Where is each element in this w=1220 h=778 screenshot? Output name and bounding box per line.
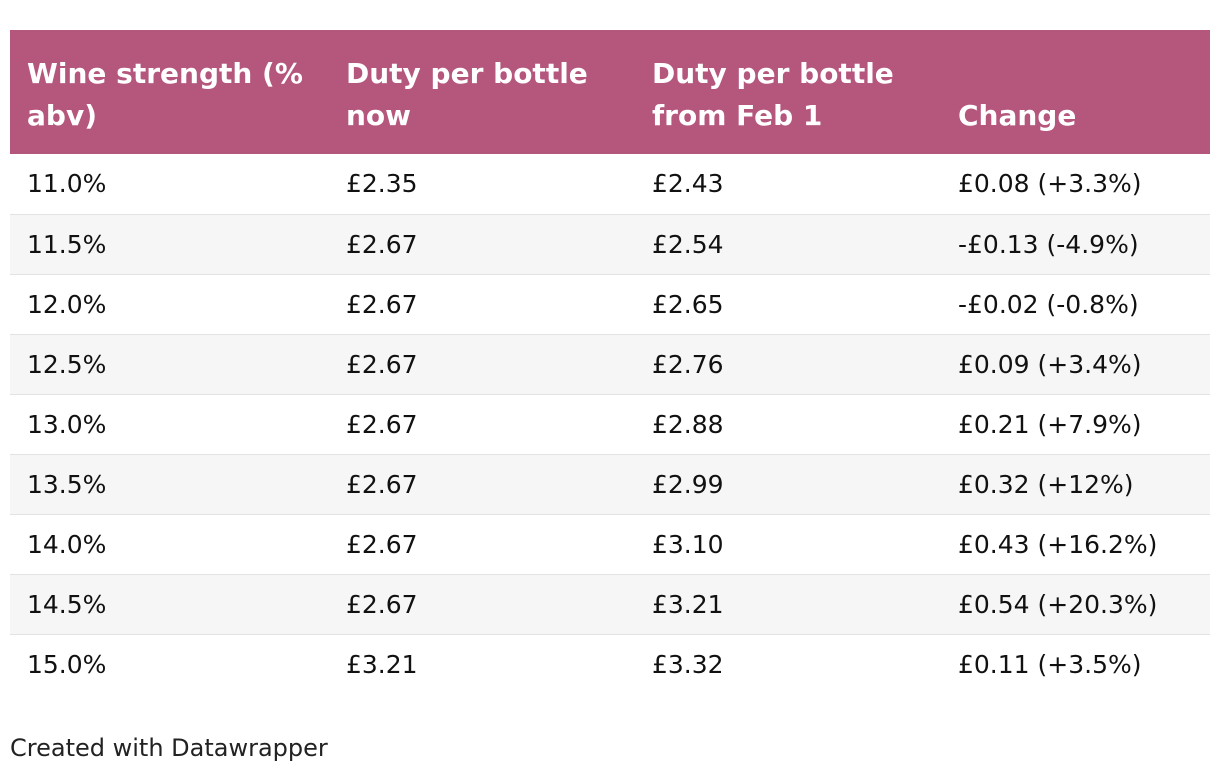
table-row: 13.5% £2.67 £2.99 £0.32 (+12%) (10, 454, 1210, 514)
cell-wine-strength: 12.0% (27, 289, 107, 319)
header-duty-feb[interactable]: Duty per bottle from Feb 1 (652, 57, 894, 132)
cell-duty-feb: £3.10 (652, 529, 724, 559)
cell-duty-now: £2.67 (346, 589, 418, 619)
table-row: 11.0% £2.35 £2.43 £0.08 (+3.3%) (10, 154, 1210, 214)
cell-wine-strength: 13.5% (27, 469, 107, 499)
cell-duty-now: £2.67 (346, 349, 418, 379)
cell-change: £0.09 (+3.4%) (958, 349, 1142, 379)
cell-duty-feb: £2.54 (652, 229, 724, 259)
table-row: 13.0% £2.67 £2.88 £0.21 (+7.9%) (10, 394, 1210, 454)
table-row: 14.5% £2.67 £3.21 £0.54 (+20.3%) (10, 574, 1210, 634)
cell-duty-now: £2.67 (346, 529, 418, 559)
table-row: 12.0% £2.67 £2.65 -£0.02 (-0.8%) (10, 274, 1210, 334)
cell-duty-feb: £2.99 (652, 469, 724, 499)
cell-wine-strength: 12.5% (27, 349, 107, 379)
cell-wine-strength: 13.0% (27, 409, 107, 439)
cell-change: £0.54 (+20.3%) (958, 589, 1158, 619)
cell-wine-strength: 11.0% (27, 169, 107, 199)
cell-wine-strength: 15.0% (27, 649, 107, 679)
cell-duty-now: £2.35 (346, 169, 418, 199)
cell-duty-feb: £2.65 (652, 289, 724, 319)
cell-change: -£0.13 (-4.9%) (958, 229, 1139, 259)
cell-change: £0.08 (+3.3%) (958, 169, 1142, 199)
table-row: 15.0% £3.21 £3.32 £0.11 (+3.5%) (10, 634, 1210, 694)
table-body: 11.0% £2.35 £2.43 £0.08 (+3.3%) 11.5% £2… (10, 154, 1210, 694)
cell-change: £0.32 (+12%) (958, 469, 1134, 499)
cell-change: £0.11 (+3.5%) (958, 649, 1142, 679)
cell-duty-now: £2.67 (346, 409, 418, 439)
header-row: Wine strength (% abv) Duty per bottle no… (10, 30, 1210, 154)
datawrapper-credit[interactable]: Created with Datawrapper (10, 734, 328, 762)
cell-duty-feb: £2.76 (652, 349, 724, 379)
table-row: 11.5% £2.67 £2.54 -£0.13 (-4.9%) (10, 214, 1210, 274)
cell-wine-strength: 14.5% (27, 589, 107, 619)
header-duty-now[interactable]: Duty per bottle now (346, 57, 588, 132)
duty-table: Wine strength (% abv) Duty per bottle no… (10, 30, 1210, 694)
cell-duty-now: £2.67 (346, 229, 418, 259)
cell-duty-feb: £2.88 (652, 409, 724, 439)
cell-change: £0.21 (+7.9%) (958, 409, 1142, 439)
table-row: 14.0% £2.67 £3.10 £0.43 (+16.2%) (10, 514, 1210, 574)
duty-table-container: Wine strength (% abv) Duty per bottle no… (10, 30, 1210, 694)
cell-wine-strength: 11.5% (27, 229, 107, 259)
cell-duty-feb: £2.43 (652, 169, 724, 199)
header-wine-strength[interactable]: Wine strength (% abv) (27, 57, 303, 132)
table-row: 12.5% £2.67 £2.76 £0.09 (+3.4%) (10, 334, 1210, 394)
cell-duty-feb: £3.32 (652, 649, 724, 679)
cell-duty-now: £2.67 (346, 469, 418, 499)
cell-duty-feb: £3.21 (652, 589, 724, 619)
cell-wine-strength: 14.0% (27, 529, 107, 559)
cell-duty-now: £2.67 (346, 289, 418, 319)
header-change[interactable]: Change (958, 99, 1077, 132)
cell-change: -£0.02 (-0.8%) (958, 289, 1139, 319)
table-header: Wine strength (% abv) Duty per bottle no… (10, 30, 1210, 154)
cell-change: £0.43 (+16.2%) (958, 529, 1158, 559)
cell-duty-now: £3.21 (346, 649, 418, 679)
